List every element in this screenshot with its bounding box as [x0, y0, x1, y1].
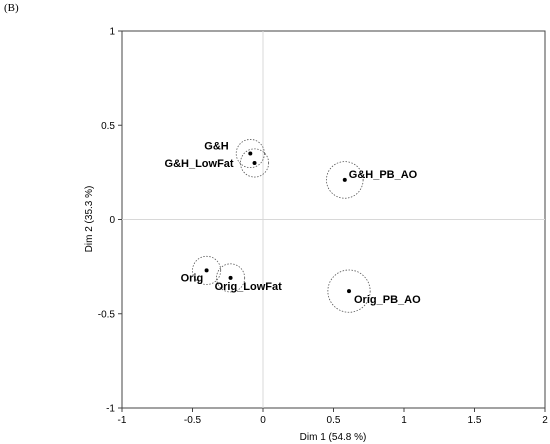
x-tick-label: 1 [401, 415, 407, 426]
point-label: Orig_PB_AO [354, 294, 421, 306]
points-group [204, 151, 352, 294]
y-tick-label: 0 [109, 215, 115, 226]
confidence-circles-group [192, 139, 371, 313]
axes-group: -1 -0.5 0 0.5 1 1.5 2 -1 -0.5 0 0.5 1 [98, 27, 548, 427]
y-tick-label: -1 [106, 404, 115, 415]
y-tick-label: 0.5 [101, 121, 115, 132]
y-tick-label: -0.5 [98, 309, 116, 320]
x-tick-label: 0.5 [327, 415, 341, 426]
point-label: Orig_LowFat [215, 281, 283, 293]
x-tick-label: 0 [260, 415, 266, 426]
x-tick-label: 1.5 [468, 415, 482, 426]
confidence-circle [327, 269, 371, 313]
x-tick-label: -0.5 [184, 415, 202, 426]
point-label: Orig [181, 272, 204, 284]
confidence-circle [240, 148, 270, 178]
panel-label: (B) [4, 2, 19, 14]
y-tick-label: 1 [109, 27, 115, 38]
y-axis-label: Dim 2 (35.3 %) [84, 186, 95, 253]
point-labels-group: G&H G&H_LowFat G&H_PB_AO Orig Orig_LowFat Ori… [165, 141, 422, 307]
data-point [252, 160, 257, 165]
data-point [228, 275, 233, 280]
confidence-circle [216, 263, 246, 293]
data-point [347, 289, 352, 294]
data-point [342, 177, 347, 182]
confidence-circle [326, 161, 364, 199]
data-point [248, 151, 253, 156]
confidence-circle [192, 255, 222, 285]
confidence-circle [235, 139, 265, 169]
x-axis-label: Dim 1 (54.8 %) [300, 432, 367, 443]
data-point [204, 268, 209, 273]
point-label: G&H_LowFat [165, 158, 234, 170]
point-label: G&H_PB_AO [349, 169, 418, 181]
point-label: G&H [204, 141, 229, 153]
x-tick-label: 2 [542, 415, 548, 426]
x-tick-label: -1 [118, 415, 127, 426]
